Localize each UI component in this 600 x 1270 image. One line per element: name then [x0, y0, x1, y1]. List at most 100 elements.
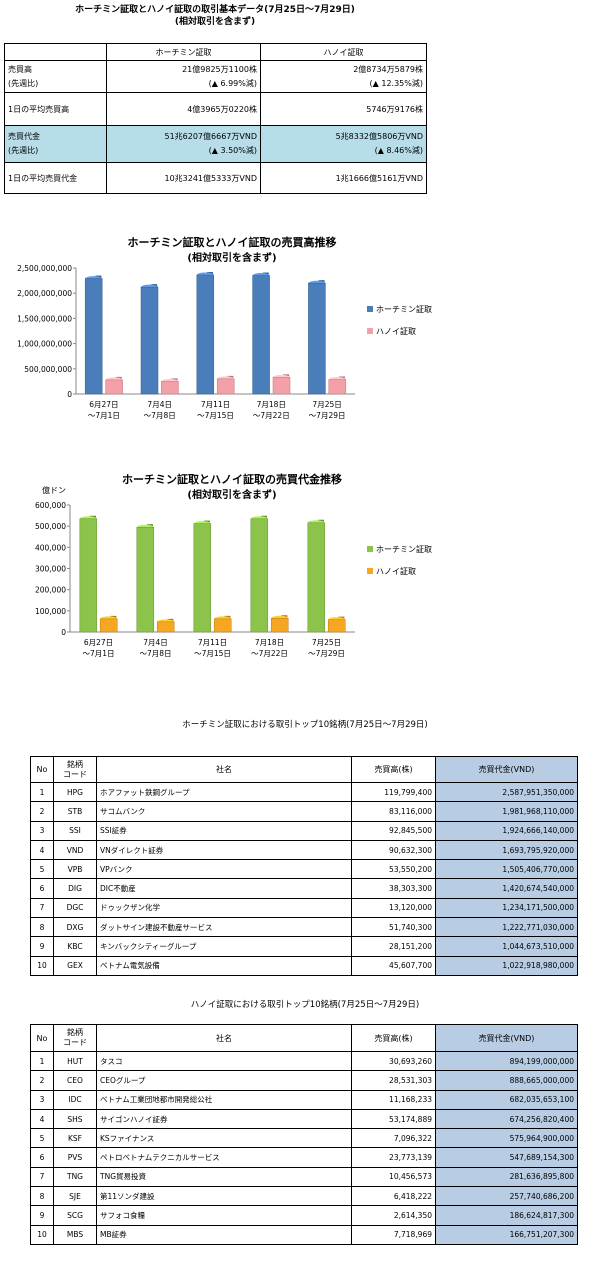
- volume-chart: ホーチミン証取とハノイ証取の売買高推移 (相対取引を含まず) 0 500,000,00…: [17, 235, 432, 420]
- header-no: No: [30, 756, 54, 783]
- x-tick-label: ～7月29日: [309, 411, 346, 420]
- y-tick-label: 500,000,000: [24, 365, 72, 374]
- table-row: 7 TNG TNG貿易投資 10,456,573 281,636,895,800: [30, 1166, 578, 1188]
- cell-name: 第11ソンダ建設: [96, 1186, 352, 1207]
- table-row: 3 IDC ベトナム工業団地都市開発総公社 11,168,233 682,035,653…: [30, 1089, 578, 1110]
- bar: [140, 286, 159, 395]
- x-tick-label: ～7月8日: [139, 649, 171, 658]
- chart-title: ホーチミン証取とハノイ証取の売買代金推移: [122, 472, 342, 486]
- table-row: 6 PVS ペトロベトナムテクニカルサービス 23,773,139 547,689,15…: [30, 1147, 578, 1168]
- header-no: No: [30, 1024, 54, 1052]
- cell-no: 3: [30, 1089, 54, 1110]
- cell-volume: 23,773,139: [351, 1147, 436, 1168]
- cell-code: HPG: [53, 781, 97, 803]
- cell-name: キンバックシティーグループ: [96, 936, 352, 957]
- cell-value: 674,256,820,400: [435, 1108, 578, 1130]
- summary-col-hcm: ホーチミン証取: [106, 43, 261, 61]
- cell-no: 9: [30, 936, 54, 957]
- y-tick-label: 200,000: [35, 586, 66, 595]
- cell-volume: 38,303,300: [351, 878, 436, 899]
- bar: [193, 523, 212, 633]
- summary-cell: 5兆8332億5806万VND (▲ 8.46%減): [260, 125, 427, 163]
- summary-col-hn: ハノイ証取: [260, 43, 427, 61]
- table-row: 1 HPG ホアファット鉄鋼グループ 119,799,400 2,587,951,350…: [30, 781, 578, 803]
- cell-value: 166,751,207,300: [435, 1224, 578, 1245]
- cell-no: 2: [30, 1070, 54, 1091]
- cell-code: IDC: [53, 1089, 97, 1110]
- cell-name: VPバンク: [96, 859, 352, 880]
- table-row: 2 CEO CEOグループ 28,531,303 888,665,000,000: [30, 1070, 578, 1091]
- summary-title: ホーチミン証取とハノイ証取の取引基本データ(7月25日～7月29日): [75, 5, 355, 15]
- hcm-top-table: No 銘柄 コード 社名 売買高(株) 売買代金(VND) 1 HPG ホアファット鉄…: [30, 756, 578, 976]
- cell-no: 4: [30, 839, 54, 861]
- cell-name: ダットサイン建設不動産サービス: [96, 917, 352, 938]
- chart-title: ホーチミン証取とハノイ証取の売買高推移: [128, 235, 337, 249]
- bar: [216, 378, 235, 395]
- x-tick-label: 6月27日: [84, 638, 113, 647]
- cell-no: 8: [30, 1186, 54, 1207]
- cell-no: 1: [30, 1050, 54, 1072]
- header-value: 売買代金(VND): [435, 1024, 578, 1052]
- cell-name: ペトロベトナムテクニカルサービス: [96, 1147, 352, 1168]
- cell-volume: 13,120,000: [351, 897, 436, 919]
- bar: [79, 518, 98, 633]
- y-tick-label: 2,500,000,000: [17, 264, 72, 273]
- cell-no: 4: [30, 1108, 54, 1130]
- cell-name: タスコ: [96, 1050, 352, 1072]
- cell-volume: 53,174,889: [351, 1108, 436, 1130]
- cell-code: SJE: [53, 1186, 97, 1207]
- y-tick-label: 2,000,000,000: [17, 289, 72, 298]
- table-row: 5 KSF KSファイナンス 7,096,322 575,964,900,000: [30, 1128, 578, 1149]
- cell-code: VND: [53, 839, 97, 861]
- cell-value: 1,222,771,030,000: [435, 917, 578, 938]
- y-tick-label: 500,000: [35, 522, 66, 531]
- cell-name: VNダイレクト証券: [96, 839, 352, 861]
- y-tick-label: 300,000: [35, 565, 66, 574]
- legend-swatch: [367, 546, 373, 552]
- cell-volume: 28,531,303: [351, 1070, 436, 1091]
- cell-value: 682,035,653,100: [435, 1089, 578, 1110]
- cell-code: KBC: [53, 936, 97, 957]
- table-row: 8 DXG ダットサイン建設不動産サービス 51,740,300 1,222,771,0…: [30, 917, 578, 938]
- header-code: 銘柄 コード: [53, 1024, 97, 1052]
- cell-name: CEOグループ: [96, 1070, 352, 1091]
- cell-value: 547,689,154,300: [435, 1147, 578, 1168]
- y-tick-label: 0: [61, 628, 66, 637]
- cell-code: DIG: [53, 878, 97, 899]
- cell-no: 1: [30, 781, 54, 803]
- cell-volume: 92,845,500: [351, 820, 436, 841]
- cell-code: KSF: [53, 1128, 97, 1149]
- table-row: 9 SCG サフォコ食糧 2,614,350 186,624,817,300: [30, 1205, 578, 1226]
- x-tick-label: ～7月8日: [144, 411, 176, 420]
- table-row: 4 SHS サイゴンハノイ証券 53,174,889 674,256,820,400: [30, 1108, 578, 1130]
- legend-swatch: [367, 568, 373, 574]
- x-tick-label: 7月11日: [198, 638, 227, 647]
- y-tick-label: 0: [67, 390, 72, 399]
- bar: [196, 274, 215, 395]
- legend-label: ホーチミン証取: [376, 304, 432, 314]
- cell-no: 10: [30, 955, 54, 976]
- cell-name: ドゥックザン化学: [96, 897, 352, 919]
- cell-name: ホアファット鉄鋼グループ: [96, 781, 352, 803]
- cell-value: 1,505,406,770,000: [435, 859, 578, 880]
- table-row: 1 HUT タスコ 30,693,260 894,199,000,000: [30, 1050, 578, 1072]
- cell-volume: 2,614,350: [351, 1205, 436, 1226]
- bar: [99, 618, 118, 633]
- x-tick-label: 7月18日: [257, 400, 286, 409]
- cell-volume: 45,607,700: [351, 955, 436, 976]
- cell-volume: 7,718,969: [351, 1224, 436, 1245]
- header-code: 銘柄 コード: [53, 756, 97, 783]
- header-name: 社名: [96, 1024, 352, 1052]
- x-tick-label: 7月25日: [312, 400, 341, 409]
- x-tick-label: ～7月22日: [253, 411, 290, 420]
- cell-code: DGC: [53, 897, 97, 919]
- cell-value: 1,981,968,110,000: [435, 801, 578, 822]
- summary-cell: 21億9825万1100株 (▲ 6.99%減): [106, 60, 261, 93]
- cell-value: 2,587,951,350,000: [435, 781, 578, 803]
- cell-code: SCG: [53, 1205, 97, 1226]
- x-tick-label: 6月27日: [89, 400, 118, 409]
- cell-volume: 90,632,300: [351, 839, 436, 861]
- cell-code: CEO: [53, 1070, 97, 1091]
- table-row: 4 VND VNダイレクト証券 90,632,300 1,693,795,920,000: [30, 839, 578, 861]
- cell-value: 1,420,674,540,000: [435, 878, 578, 899]
